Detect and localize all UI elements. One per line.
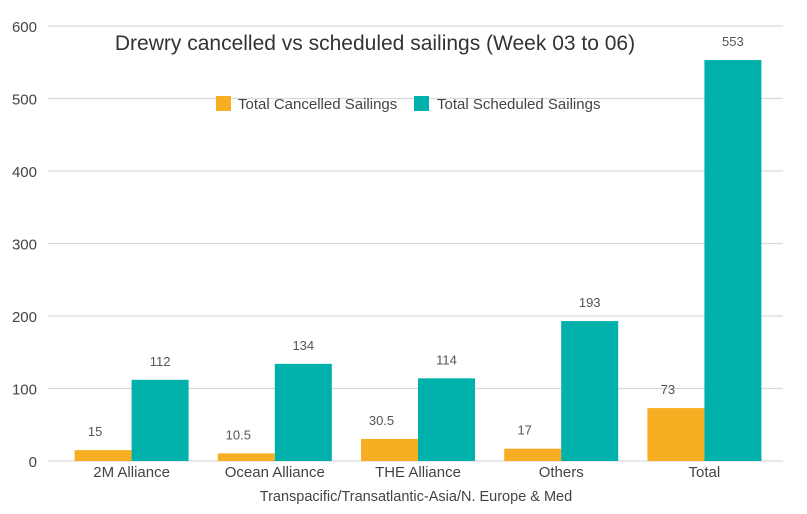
x-category-label: Others <box>539 464 584 481</box>
data-label: 134 <box>292 338 314 353</box>
bar-cancelled[interactable] <box>217 453 275 461</box>
legend-label-cancelled: Total Cancelled Sailings <box>238 96 397 113</box>
y-tick-label: 400 <box>12 164 37 181</box>
bar-scheduled[interactable] <box>418 378 475 461</box>
y-tick-label: 600 <box>12 19 37 36</box>
bar-scheduled[interactable] <box>561 321 619 461</box>
data-label: 15 <box>88 424 102 439</box>
y-tick-label: 0 <box>29 454 37 471</box>
data-label: 112 <box>150 354 171 369</box>
data-label: 17 <box>517 423 531 438</box>
bar-scheduled[interactable] <box>274 363 332 461</box>
data-label: 114 <box>436 352 457 367</box>
bar-cancelled[interactable] <box>74 450 132 461</box>
data-label: 73 <box>661 382 675 397</box>
legend-swatch-scheduled <box>414 96 429 111</box>
data-label: 10.5 <box>226 427 251 442</box>
legend-swatch-cancelled <box>216 96 231 111</box>
bar-cancelled[interactable] <box>504 448 562 461</box>
chart-title: Drewry cancelled vs scheduled sailings (… <box>115 32 635 55</box>
data-label: 553 <box>722 34 744 49</box>
bar-scheduled[interactable] <box>704 60 762 461</box>
data-labels: 15 112 10.5 134 30.5 114 17 193 73 553 <box>88 34 744 442</box>
y-tick-label: 500 <box>12 92 37 109</box>
legend: Total Cancelled Sailings Total Scheduled… <box>216 96 600 113</box>
legend-item-scheduled[interactable]: Total Scheduled Sailings <box>414 96 600 113</box>
y-tick-label: 100 <box>12 382 37 399</box>
x-category-label: 2M Alliance <box>93 464 170 481</box>
x-category-label: Total <box>689 464 721 481</box>
x-category-label: THE Alliance <box>375 464 461 481</box>
x-axis-categories: 2M Alliance Ocean Alliance THE Alliance Oth… <box>93 464 720 481</box>
x-category-label: Ocean Alliance <box>225 464 325 481</box>
bar-cancelled[interactable] <box>361 438 418 461</box>
y-tick-label: 200 <box>12 309 37 326</box>
data-label: 30.5 <box>369 413 394 428</box>
y-tick-label: 300 <box>12 237 37 254</box>
x-axis-title: Transpacific/Transatlantic-Asia/N. Europ… <box>260 489 572 505</box>
bars <box>74 60 762 461</box>
bar-scheduled[interactable] <box>131 379 189 461</box>
y-axis-ticks: 0 100 200 300 400 500 600 <box>12 19 37 471</box>
legend-label-scheduled: Total Scheduled Sailings <box>437 96 600 113</box>
data-label: 193 <box>579 295 601 310</box>
legend-item-cancelled[interactable]: Total Cancelled Sailings <box>216 96 397 113</box>
bar-cancelled[interactable] <box>647 408 705 461</box>
